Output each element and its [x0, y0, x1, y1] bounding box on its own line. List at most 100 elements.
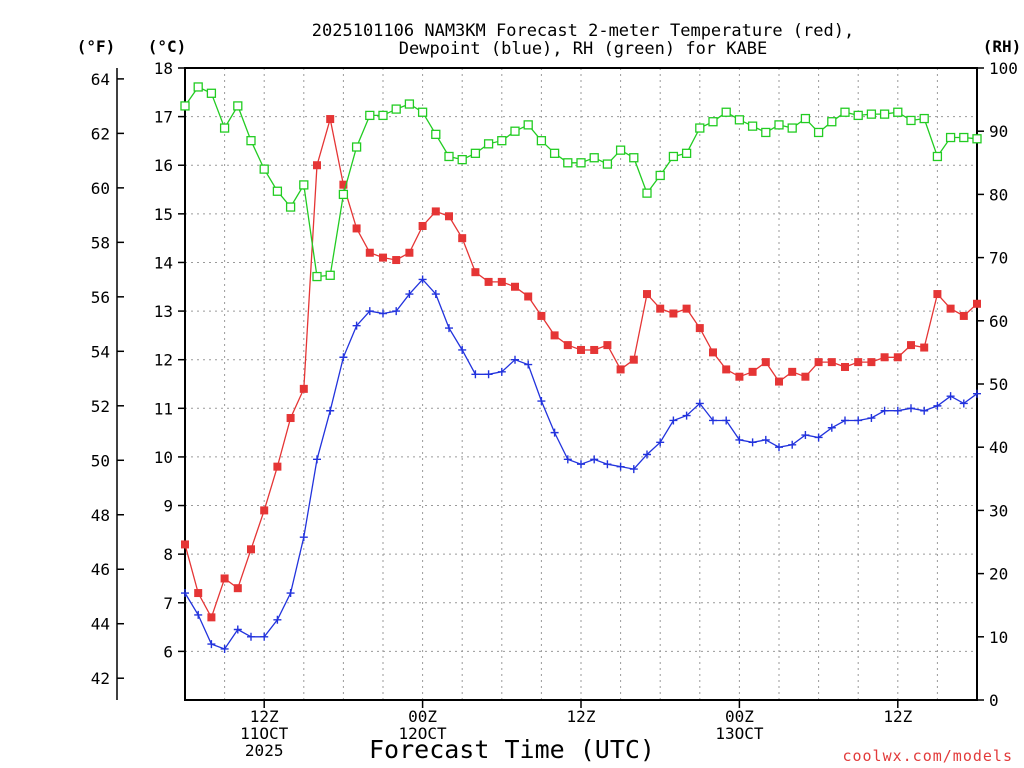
- relative-humidity-point: [510, 126, 520, 136]
- relative-humidity-point: [431, 129, 441, 140]
- rh-tick-label: 10: [989, 628, 1008, 647]
- 2-meter-temperature-point: [511, 282, 519, 291]
- 2-meter-temperature-point: [550, 331, 559, 340]
- rh-axis-label: (RH): [983, 37, 1022, 56]
- 2-meter-temperature-point: [497, 277, 506, 286]
- celsius-tick-label: 8: [163, 545, 173, 564]
- 2-meter-temperature-point: [207, 613, 216, 622]
- 2-meter-temperature-point: [907, 341, 915, 350]
- 2-meter-temperature-point: [286, 414, 295, 423]
- 2-meter-temperature-point: [682, 304, 691, 313]
- x-tick-label: 12Z: [250, 707, 279, 726]
- dewpoint-point: [484, 370, 493, 379]
- 2-meter-temperature-point: [788, 367, 797, 376]
- relative-humidity-point: [497, 136, 507, 146]
- 2-meter-temperature-point: [814, 358, 823, 367]
- dewpoint-point: [471, 370, 480, 379]
- relative-humidity-point: [338, 189, 349, 200]
- fahrenheit-tick-label: 58: [91, 233, 110, 252]
- 2-meter-temperature-point: [379, 253, 387, 262]
- relative-humidity-point: [721, 107, 731, 117]
- dewpoint-point: [207, 640, 216, 649]
- fahrenheit-tick-label: 44: [91, 615, 110, 634]
- relative-humidity-point: [470, 148, 481, 158]
- 2-meter-temperature-point: [392, 256, 401, 265]
- rh-tick-label: 0: [989, 691, 999, 710]
- fahrenheit-tick-label: 62: [91, 124, 110, 143]
- celsius-tick-label: 11: [154, 399, 173, 418]
- dewpoint-point: [880, 406, 889, 415]
- relative-humidity-point: [523, 120, 533, 130]
- relative-humidity-point: [483, 139, 494, 149]
- rh-tick-label: 100: [989, 59, 1018, 78]
- dewpoint-point: [682, 411, 691, 420]
- rh-tick-label: 80: [989, 185, 1008, 204]
- dewpoint-point: [841, 416, 849, 425]
- 2-meter-temperature-point: [946, 304, 955, 313]
- dewpoint-point: [933, 401, 942, 410]
- 2-meter-temperature-point: [920, 343, 929, 352]
- relative-humidity-point: [299, 180, 309, 190]
- celsius-tick-label: 10: [154, 448, 173, 467]
- dewpoint-point: [365, 307, 374, 316]
- dewpoint-point: [748, 438, 757, 447]
- rh-tick-label: 40: [989, 438, 1008, 457]
- dewpoint-point: [220, 644, 229, 653]
- fahrenheit-tick-label: 50: [91, 451, 110, 470]
- celsius-axis-label: (°C): [148, 37, 187, 56]
- 2-meter-temperature-point: [220, 574, 229, 583]
- relative-humidity-point: [457, 154, 467, 165]
- celsius-tick-label: 15: [154, 205, 173, 224]
- dewpoint-point: [181, 589, 189, 598]
- rh-tick-label: 50: [989, 375, 1008, 394]
- 2-meter-temperature-point: [735, 372, 744, 381]
- 2-meter-temperature-point: [722, 365, 731, 374]
- 2-meter-temperature-point: [352, 224, 361, 233]
- 2-meter-temperature-point: [194, 589, 203, 598]
- relative-humidity-point: [219, 123, 230, 133]
- relative-humidity-point: [774, 120, 784, 130]
- 2-meter-temperature-point: [273, 462, 282, 471]
- relative-humidity-point: [576, 158, 586, 168]
- dewpoint-point: [352, 321, 361, 330]
- relative-humidity-point: [404, 99, 415, 109]
- 2-meter-temperature-point: [959, 311, 968, 320]
- relative-humidity-point: [233, 101, 243, 111]
- 2-meter-temperature-point: [629, 355, 638, 364]
- dewpoint-point: [775, 443, 783, 452]
- x-tick-label: 00Z: [725, 707, 754, 726]
- dewpoint-point: [814, 433, 823, 442]
- celsius-tick-label: 13: [154, 302, 173, 321]
- relative-humidity-point: [932, 151, 943, 162]
- dewpoint-point: [735, 435, 744, 444]
- relative-humidity-point: [536, 136, 547, 146]
- dewpoint-point: [788, 440, 797, 449]
- 2-meter-temperature-point: [247, 545, 255, 554]
- 2-meter-temperature-point: [563, 341, 572, 350]
- 2-meter-temperature-point: [827, 358, 836, 367]
- dewpoint-point: [907, 404, 915, 413]
- fahrenheit-axis-label: (°F): [77, 37, 116, 56]
- 2-meter-temperature-point: [603, 341, 612, 350]
- dewpoint-point: [233, 625, 242, 634]
- relative-humidity-point: [602, 159, 613, 169]
- relative-humidity-point: [813, 127, 824, 138]
- fahrenheit-tick-label: 54: [91, 342, 110, 361]
- dewpoint-point: [959, 399, 968, 408]
- relative-humidity-point: [668, 151, 679, 162]
- chart-subtitle: Dewpoint (blue), RH (green) for KABE: [399, 39, 767, 59]
- dewpoint-point: [801, 431, 810, 440]
- relative-humidity-point: [655, 170, 665, 181]
- relative-humidity-point: [681, 148, 692, 158]
- chart-title: 2025101106 NAM3KM Forecast 2-meter Tempe…: [312, 21, 854, 41]
- dewpoint-point: [524, 360, 533, 369]
- relative-humidity-point: [272, 186, 283, 196]
- dewpoint-point: [431, 290, 440, 299]
- dewpoint-point: [418, 275, 427, 284]
- x-tick-label: 12Z: [567, 707, 596, 726]
- fahrenheit-tick-label: 60: [91, 179, 110, 198]
- x-axis-label: Forecast Time (UTC): [369, 735, 655, 764]
- relative-humidity-point: [589, 153, 599, 163]
- x-tick-label: 12Z: [883, 707, 912, 726]
